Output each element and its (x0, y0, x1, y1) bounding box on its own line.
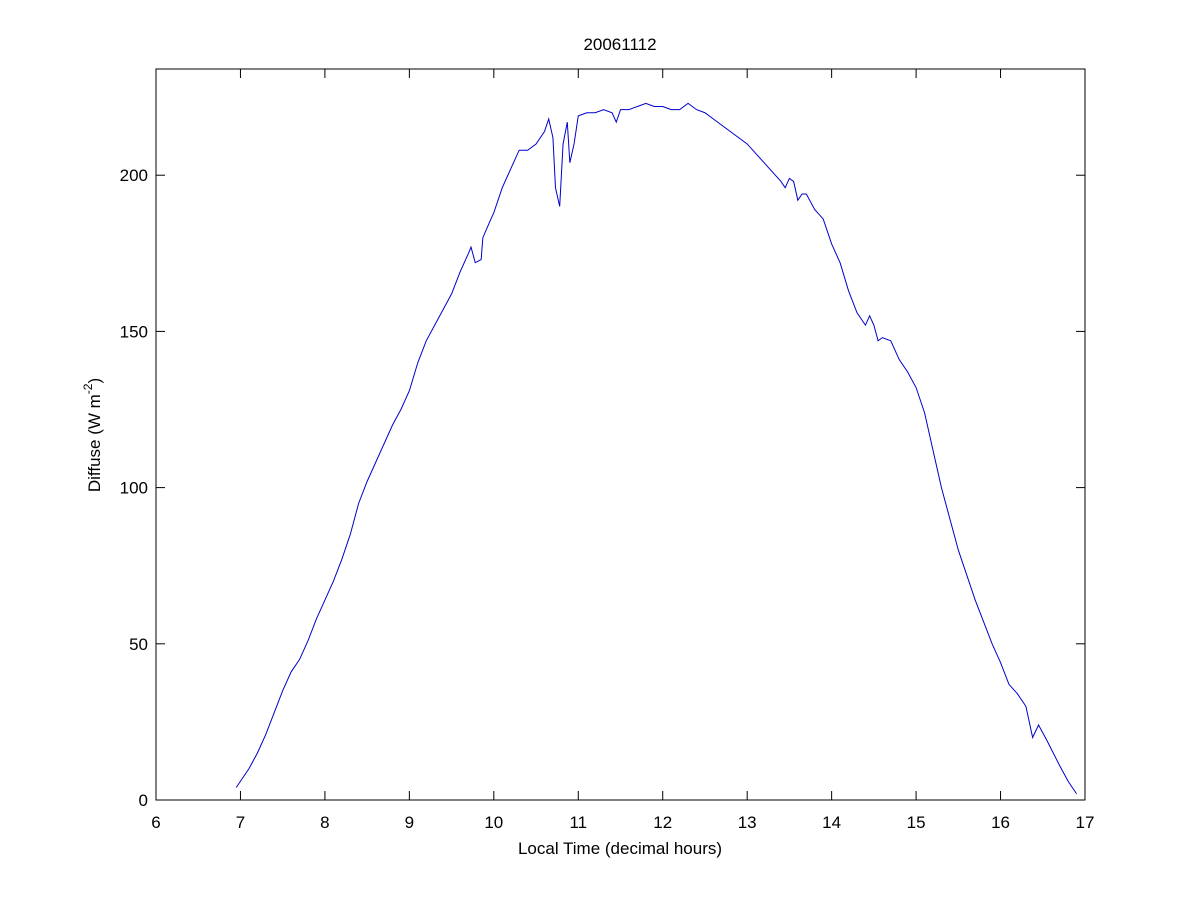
y-tick-label: 50 (129, 635, 148, 654)
y-label-text: Diffuse (W m (85, 394, 104, 492)
x-tick-label: 10 (484, 813, 503, 832)
y-tick-label: 200 (120, 166, 148, 185)
y-label-superscript: -2 (81, 383, 95, 394)
data-line (235, 102, 1077, 795)
x-tick-label: 8 (320, 813, 329, 832)
x-tick-label: 17 (1076, 813, 1095, 832)
chart-title: 20061112 (583, 35, 656, 54)
plot-frame (155, 68, 1086, 801)
y-axis-label: Diffuse (W m-2) (81, 378, 104, 492)
x-axis-label: Local Time (decimal hours) (518, 839, 722, 858)
y-tick-label: 100 (120, 479, 148, 498)
x-tick-label: 13 (738, 813, 757, 832)
x-tick-label: 16 (991, 813, 1010, 832)
x-tick-label: 9 (405, 813, 414, 832)
y-tick-label: 150 (120, 322, 148, 341)
x-tick-label: 12 (653, 813, 672, 832)
y-tick-label: 0 (139, 791, 148, 810)
x-tick-label: 14 (822, 813, 841, 832)
y-label-end: ) (85, 378, 104, 384)
x-tick-label: 15 (907, 813, 926, 832)
x-tick-label: 11 (569, 813, 587, 832)
x-tick-label: 7 (236, 813, 245, 832)
x-tick-label: 6 (151, 813, 160, 832)
